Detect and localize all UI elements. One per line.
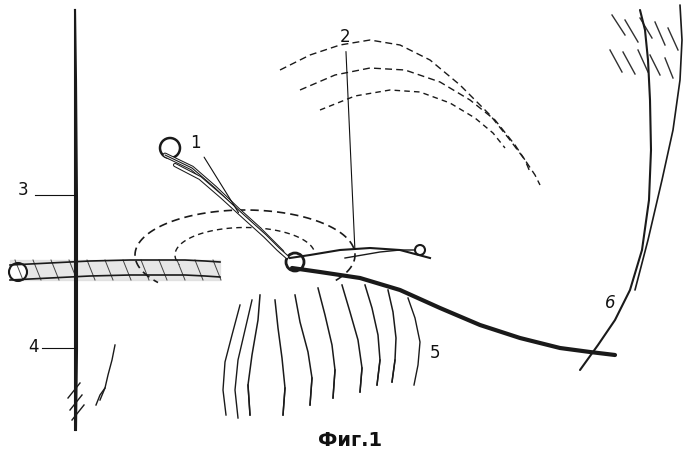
Text: 1: 1 (190, 134, 238, 213)
Text: 2: 2 (340, 28, 355, 249)
Circle shape (9, 263, 27, 281)
Text: 6: 6 (605, 294, 616, 312)
Circle shape (160, 138, 180, 158)
Text: 4: 4 (28, 338, 38, 356)
Text: 5: 5 (430, 344, 440, 362)
Circle shape (415, 245, 425, 255)
Circle shape (286, 253, 304, 271)
Text: Фиг.1: Фиг.1 (318, 431, 382, 449)
Text: 3: 3 (18, 181, 29, 199)
